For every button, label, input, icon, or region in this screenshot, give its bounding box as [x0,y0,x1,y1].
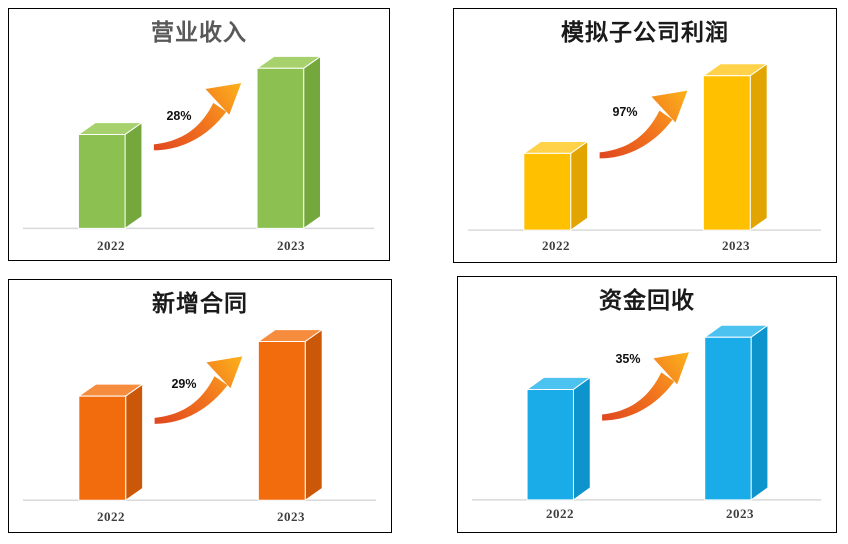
chart-title: 新增合同 [152,291,248,316]
growth-percent-label: 97% [612,105,638,119]
bar-2022 [78,383,144,501]
x-tick-2022: 2022 [546,506,574,521]
growth-arrow [602,352,689,421]
chart-panel-operating-revenue: 营业收入 28% 2022 2023 [8,8,390,261]
bar-2023 [257,329,323,501]
bar-2022 [523,140,589,231]
bar-chart [22,329,377,501]
x-tick-2022: 2022 [97,238,125,253]
bar-chart [471,324,822,501]
x-tick-2023: 2023 [726,506,754,521]
bar-2023 [704,324,769,501]
growth-arrow [599,90,688,159]
growth-percent-label: 35% [615,352,641,366]
chart-title: 营业收入 [151,20,247,45]
growth-percent-label: 28% [166,109,192,123]
bar-chart [467,63,822,231]
growth-percent-label: 29% [171,377,197,391]
x-tick-2023: 2023 [277,238,305,253]
growth-arrow [153,83,242,151]
chart-title: 模拟子公司利润 [561,20,729,45]
x-tick-2023: 2023 [722,238,750,253]
bar-2023 [256,55,322,229]
growth-arrow [154,356,243,424]
x-tick-2022: 2022 [97,509,125,524]
x-tick-2023: 2023 [277,509,305,524]
chart-panel-capital-recovery: 资金回收 35% 2022 2023 [457,276,837,533]
bar-2023 [702,63,768,231]
x-tick-2022: 2022 [542,238,570,253]
bar-2022 [77,122,143,229]
chart-title: 资金回收 [599,288,695,313]
bar-chart [22,55,375,230]
chart-panel-new-contracts: 新增合同 29% 2022 2023 [8,279,392,533]
bar-2022 [526,376,591,501]
chart-panel-subsidiary-profit: 模拟子公司利润 97% 2022 2023 [453,8,837,263]
